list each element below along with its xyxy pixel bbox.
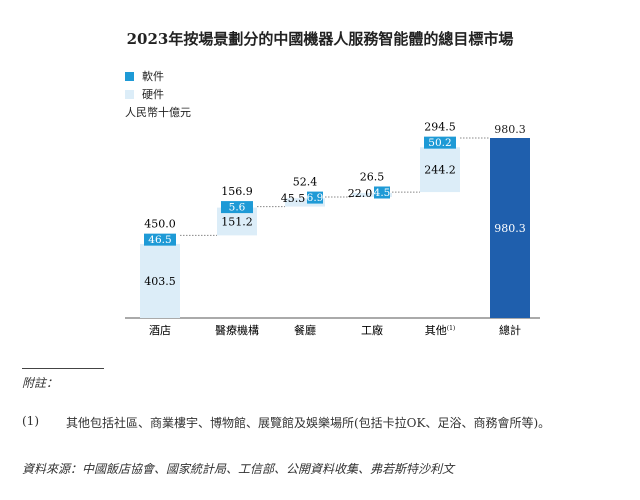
unit-label: 人民幣十億元: [125, 106, 191, 119]
hardware-value-label: 403.5: [144, 275, 176, 288]
divider: [22, 368, 104, 369]
category-label: 酒店: [149, 323, 171, 337]
category-label: 其他(1): [425, 324, 456, 337]
category-label: 總計: [499, 323, 521, 337]
software-value-label: 46.5: [148, 234, 171, 246]
total-label: 52.4: [293, 176, 318, 189]
hardware-bar: [352, 192, 392, 197]
note-marker: (1): [22, 414, 39, 428]
category-label: 醫療機構: [215, 323, 259, 337]
legend-swatch: [125, 89, 134, 99]
total-label: 980.3: [494, 123, 526, 136]
hardware-bar: [420, 147, 460, 193]
total-label: 156.9: [221, 185, 253, 198]
note-text: 其他包括社區、商業樓宇、博物館、展覽館及娛樂場所(包括卡拉OK、足浴、商務會所等…: [66, 416, 551, 430]
hardware-value-label: 22.0: [348, 187, 373, 200]
software-value-label: 6.9: [307, 192, 324, 204]
legend-item-hardware: 硬件: [125, 86, 164, 102]
software-bar: [307, 191, 323, 204]
software-bar: [221, 201, 253, 214]
software-value-label: 50.2: [428, 137, 451, 149]
legend-swatch: [125, 71, 134, 81]
total-label: 294.5: [424, 121, 456, 134]
hardware-value-label: 244.2: [424, 164, 456, 177]
chart-title: 2023年按場景劃分的中國機器人服務智能體的總目標市場: [126, 30, 514, 48]
total-bar: [490, 138, 530, 318]
category-label: 工廠: [361, 323, 383, 337]
superscript: (1): [447, 325, 456, 332]
hardware-value-label: 151.2: [221, 215, 253, 228]
software-bar: [144, 233, 176, 246]
hardware-bar: [285, 198, 325, 207]
software-bar: [374, 186, 390, 199]
total-label: 26.5: [360, 171, 385, 184]
legend-label: 硬件: [142, 88, 164, 101]
software-value-label: 4.5: [374, 187, 391, 199]
notes-heading: 附註：: [22, 376, 59, 390]
bar-value-label: 980.3: [494, 222, 526, 235]
software-bar: [424, 136, 456, 149]
software-value-label: 5.6: [229, 202, 246, 214]
hardware-bar: [140, 243, 180, 318]
legend-label: 軟件: [142, 70, 164, 83]
source-text: 資料來源：中國飯店協會、國家統計局、工信部、公開資料收集、弗若斯特沙利文: [22, 462, 455, 476]
total-label: 450.0: [144, 218, 176, 231]
legend-item-software: 軟件: [125, 68, 164, 84]
hardware-value-label: 45.5: [281, 192, 306, 205]
category-label: 餐廳: [294, 323, 316, 337]
